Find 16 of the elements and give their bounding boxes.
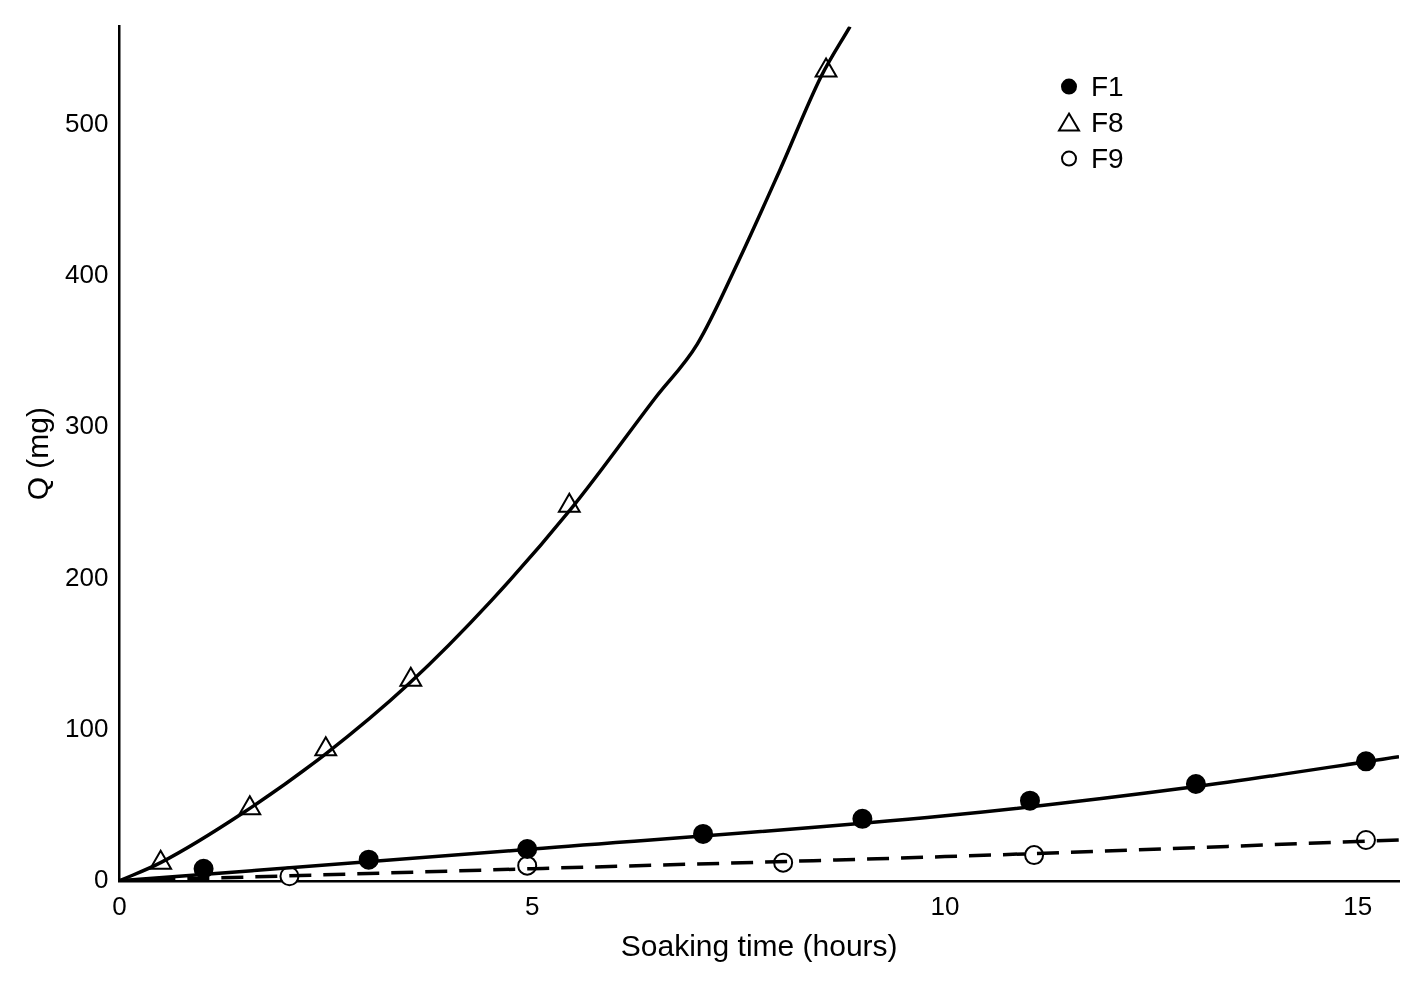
y-tick-label: 300 — [64, 410, 109, 441]
x-tick-label: 5 — [524, 890, 540, 921]
y-axis-title: Q (mg) — [21, 407, 55, 501]
y-tick-label: 200 — [64, 561, 109, 592]
point — [1024, 845, 1045, 866]
y-tick-label: 500 — [64, 108, 109, 139]
point — [1355, 829, 1376, 850]
legend-label: F9 — [1091, 143, 1124, 175]
x-axis-title: Soaking time (hours) — [620, 929, 898, 963]
legend-label: F8 — [1091, 107, 1124, 139]
y-tick-label: 400 — [64, 259, 109, 290]
y-tick-label: 0 — [93, 863, 109, 894]
x-tick-label: 10 — [930, 890, 960, 921]
y-tick-label: 100 — [64, 712, 109, 743]
legend-label: F1 — [1091, 71, 1124, 103]
x-tick-label: 15 — [1343, 890, 1373, 921]
